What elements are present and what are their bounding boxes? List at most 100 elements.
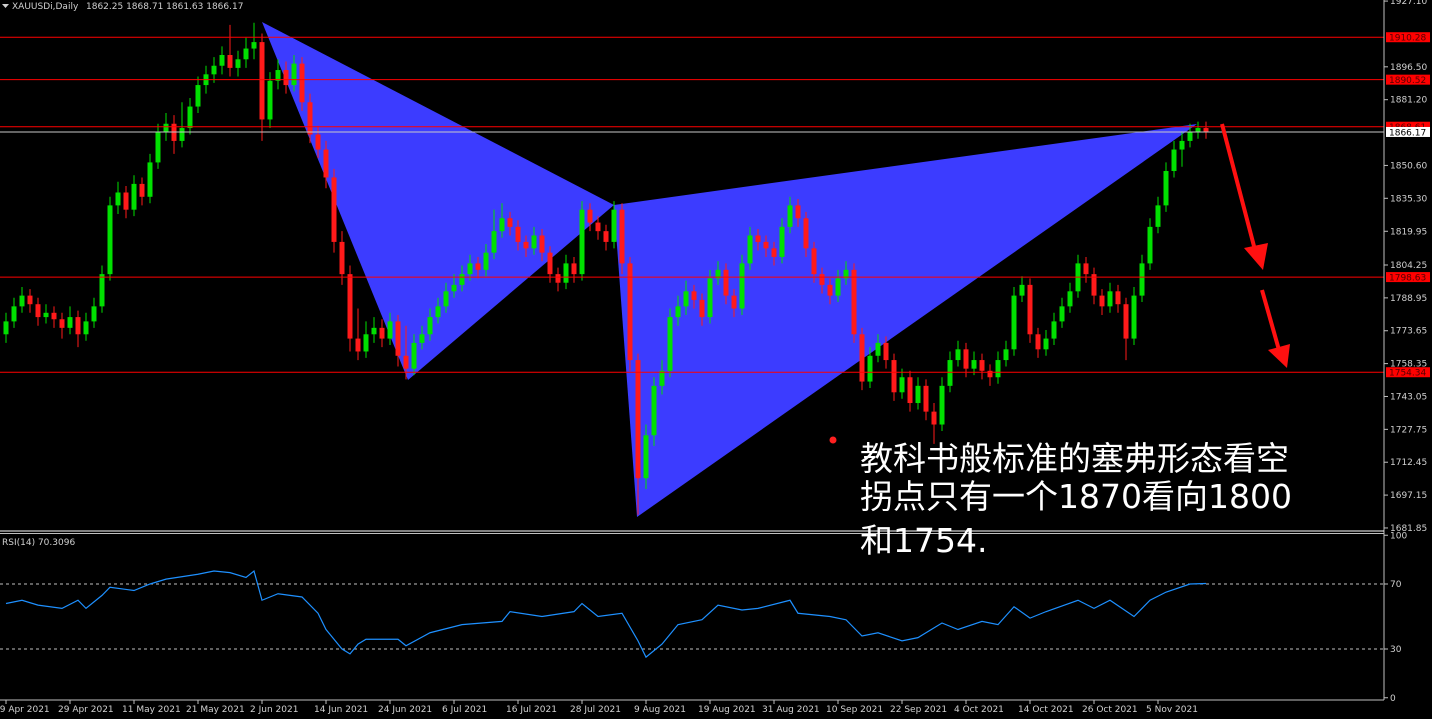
- candle-body: [971, 360, 977, 369]
- ohlc-text: 1862.25 1868.71 1861.63 1866.17: [86, 2, 243, 12]
- x-tick-label: 21 May 2021: [186, 705, 245, 715]
- candle-body: [315, 134, 321, 150]
- candle-body: [419, 334, 425, 343]
- candle-body: [939, 385, 945, 425]
- x-tick-label: 24 Jun 2021: [378, 705, 432, 715]
- candle-body: [1067, 291, 1073, 307]
- candle-body: [1123, 304, 1129, 339]
- candle-body: [1179, 140, 1185, 150]
- candle-body: [699, 299, 705, 318]
- candle-body: [83, 321, 89, 335]
- x-tick-label: 4 Oct 2021: [954, 705, 1004, 715]
- rsi-line: [5, 569, 1207, 659]
- candle-body: [667, 317, 673, 371]
- candle-body: [875, 342, 881, 356]
- candle-body: [283, 70, 289, 86]
- candle-body: [155, 132, 161, 163]
- level-label-box: [1386, 74, 1430, 85]
- annotation-line: 拐点只有一个1870看向1800: [860, 477, 1292, 516]
- candle-body: [571, 263, 577, 275]
- candle-body: [251, 42, 257, 49]
- candle-body: [1003, 349, 1009, 361]
- candle-body: [1043, 338, 1049, 350]
- candle-body: [243, 48, 249, 60]
- candle-body: [579, 209, 585, 275]
- rsi-tick-label: 70: [1390, 580, 1402, 590]
- candle-body: [475, 263, 481, 270]
- candle-body: [435, 306, 441, 318]
- y-tick-label: 1743.05: [1390, 392, 1427, 402]
- candle-body: [339, 241, 345, 275]
- arrows: [1220, 123, 1290, 368]
- candle-body: [1059, 306, 1065, 322]
- candle-body: [531, 235, 537, 249]
- candle-body: [347, 274, 353, 339]
- candle-body: [1171, 149, 1177, 172]
- candle-body: [627, 263, 633, 361]
- arrow-head: [1268, 344, 1290, 368]
- candle-body: [187, 106, 193, 129]
- candle-body: [867, 355, 873, 382]
- y-tick-label: 1727.75: [1390, 425, 1427, 435]
- candle-body: [955, 349, 961, 361]
- candle-body: [307, 102, 313, 135]
- x-tick-label: 14 Oct 2021: [1018, 705, 1074, 715]
- level-label-box: [1386, 367, 1430, 378]
- candle-body: [947, 360, 953, 386]
- level-label-box: [1386, 32, 1430, 43]
- level-label: 1890.52: [1389, 76, 1426, 86]
- y-tick-label: 1819.95: [1390, 227, 1427, 237]
- candle-body: [739, 263, 745, 309]
- bid-label-box: [1386, 126, 1430, 137]
- candle-body: [195, 85, 201, 107]
- candle-body: [1195, 128, 1201, 133]
- candle-body: [683, 291, 689, 307]
- candle-body: [1011, 295, 1017, 350]
- x-tick-label: 14 Jun 2021: [314, 705, 368, 715]
- x-tick-label: 29 Apr 2021: [58, 705, 114, 715]
- candle-body: [1035, 334, 1041, 350]
- rsi-tick-label: 0: [1390, 694, 1396, 704]
- candle-body: [651, 385, 657, 436]
- candle-body: [355, 338, 361, 352]
- candle-body: [1027, 284, 1033, 335]
- arrow-head: [1244, 243, 1268, 270]
- candle-body: [451, 284, 457, 292]
- y-tick-label: 1927.10: [1390, 0, 1427, 7]
- candle-body: [931, 411, 937, 425]
- candle-body: [827, 284, 833, 296]
- candle-body: [763, 241, 769, 249]
- candle-body: [643, 435, 649, 479]
- candle-body: [1163, 171, 1169, 206]
- candle-body: [1091, 274, 1097, 296]
- x-tick-label: 2 Jun 2021: [250, 705, 298, 715]
- candle-body: [131, 183, 137, 210]
- rsi-panel: RSI(14) 70.3096 100 70 30 0: [0, 531, 1407, 704]
- candle-body: [499, 218, 505, 232]
- x-tick-label: 16 Jul 2021: [506, 705, 557, 715]
- candle-body: [715, 269, 721, 279]
- y-tick-label: 1835.30: [1390, 194, 1427, 204]
- candle-body: [1107, 291, 1113, 307]
- candle-body: [443, 291, 449, 307]
- candle-body: [299, 63, 305, 103]
- candle-body: [123, 192, 129, 210]
- candle-body: [379, 327, 385, 339]
- candle-body: [235, 59, 241, 68]
- annotation-line: 和1754.: [860, 521, 987, 560]
- candle-body: [99, 274, 105, 307]
- candle-body: [907, 377, 913, 404]
- level-label: 1910.28: [1389, 34, 1426, 44]
- candle-body: [1139, 263, 1145, 296]
- candle-body: [1083, 263, 1089, 275]
- x-tick-label: 31 Aug 2021: [762, 705, 820, 715]
- candle-body: [467, 263, 473, 275]
- candle-body: [675, 306, 681, 318]
- candle-body: [363, 334, 369, 352]
- candle-body: [107, 205, 113, 275]
- candle-body: [219, 54, 225, 66]
- menu-triangle: [2, 4, 9, 8]
